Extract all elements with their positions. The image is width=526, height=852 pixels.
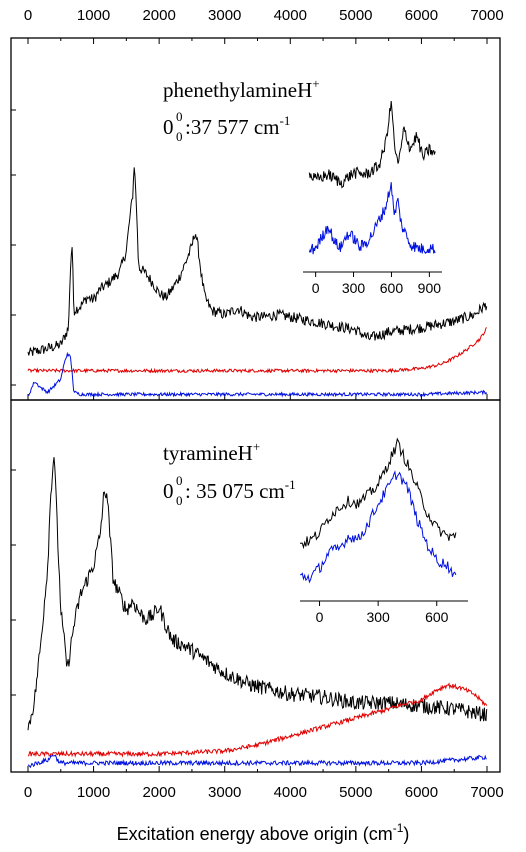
panel1-origin-label: 0 [163,115,174,139]
top-tick-label: 4000 [274,7,307,24]
left-axis-ticks [11,109,16,696]
inset1-black-trace [308,100,436,189]
bottom-tick-label: 3000 [208,784,241,801]
inset-layer: 0 300 600 900 0 300 600 [299,100,468,625]
bottom-panel-frame [10,399,501,773]
top-tick-label: 1000 [77,7,110,24]
panel2-red-trace [27,682,488,758]
inset2-tick-label: 600 [425,609,449,625]
inset1-tick-label: 900 [418,280,442,296]
inset1-blue-trace [308,182,436,255]
bottom-axis: 0 1000 2000 3000 4000 5000 6000 7000 [24,394,504,801]
panel2-molecule-label: tyramineH+ [163,439,260,465]
inset1-tick-label: 600 [380,280,404,296]
series-layer [27,167,488,769]
panel1-blue-trace [27,351,488,398]
inset2-tick-label: 0 [316,609,324,625]
panel2-blue-trace [27,754,487,769]
bottom-tick-label: 6000 [405,784,438,801]
top-tick-label: 7000 [470,7,503,24]
panel2-black-trace [27,457,488,731]
panel1-red-trace [27,327,487,374]
bottom-tick-label: 5000 [339,784,372,801]
panel1-origin-value: :37 577 cm-1 [185,113,290,139]
top-tick-label: 6000 [405,7,438,24]
panel2-origin-sup: 0 [176,473,183,488]
top-axis: 0 1000 2000 3000 4000 5000 6000 7000 [24,7,504,44]
inset2-black-trace [299,437,457,550]
panel1-origin-sup: 0 [176,109,183,124]
top-tick-label: 0 [24,7,32,24]
top-tick-label: 3000 [208,7,241,24]
panel2-origin-label: 0 [163,479,174,503]
bottom-tick-label: 7000 [470,784,503,801]
panel2-origin-value: : 35 075 cm-1 [185,477,296,503]
panel1-molecule-label: phenethylamineH+ [163,76,320,102]
panel1-origin-sub: 0 [176,129,183,144]
bottom-tick-label: 1000 [77,784,110,801]
inset1-tick-label: 300 [342,280,366,296]
bottom-tick-label: 2000 [142,784,175,801]
x-axis-label: Excitation energy above origin (cm-1) [117,821,410,844]
panel1-black-trace [27,167,488,356]
top-tick-label: 5000 [339,7,372,24]
bottom-tick-label: 0 [24,784,32,801]
bottom-tick-label: 4000 [274,784,307,801]
panel2-origin-sub: 0 [176,493,183,508]
inset2-blue-trace [299,470,457,584]
top-tick-label: 2000 [142,7,175,24]
inset2-tick-label: 300 [366,609,390,625]
inset1-tick-label: 0 [312,280,320,296]
